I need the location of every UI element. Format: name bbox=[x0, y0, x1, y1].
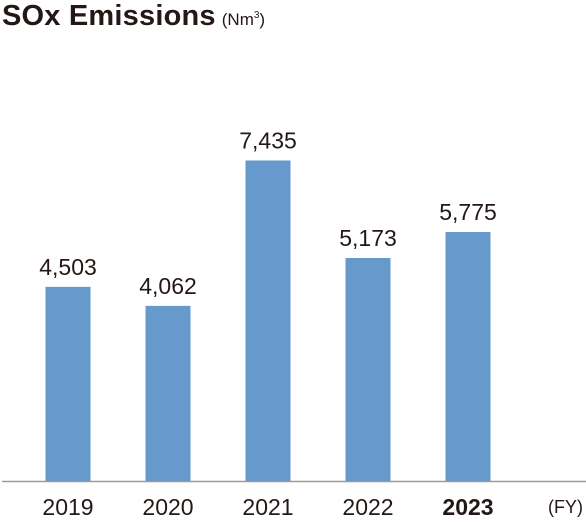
x-tick-label-2021: 2021 bbox=[242, 494, 293, 520]
bar-2021 bbox=[245, 160, 291, 482]
bar-2019 bbox=[45, 286, 91, 481]
x-tick-label-2023: 2023 bbox=[442, 494, 493, 520]
bar-2022 bbox=[345, 257, 391, 481]
data-label-2023: 5,775 bbox=[439, 199, 497, 225]
x-axis-label: (FY) bbox=[548, 497, 583, 517]
chart-title-block: SOx Emissions (Nm3) bbox=[2, 0, 265, 33]
bar-2023 bbox=[445, 232, 491, 481]
data-label-2021: 7,435 bbox=[239, 127, 297, 153]
chart-unit: (Nm3) bbox=[221, 10, 266, 29]
x-tick-label-2020: 2020 bbox=[142, 494, 193, 520]
data-label-2022: 5,173 bbox=[339, 225, 397, 251]
x-tick-label-2019: 2019 bbox=[42, 494, 93, 520]
data-label-2020: 4,062 bbox=[139, 273, 197, 299]
x-tick-label-2022: 2022 bbox=[342, 494, 393, 520]
chart-title: SOx Emissions bbox=[2, 0, 216, 32]
bar-2020 bbox=[145, 305, 191, 481]
data-label-2019: 4,503 bbox=[39, 254, 97, 280]
